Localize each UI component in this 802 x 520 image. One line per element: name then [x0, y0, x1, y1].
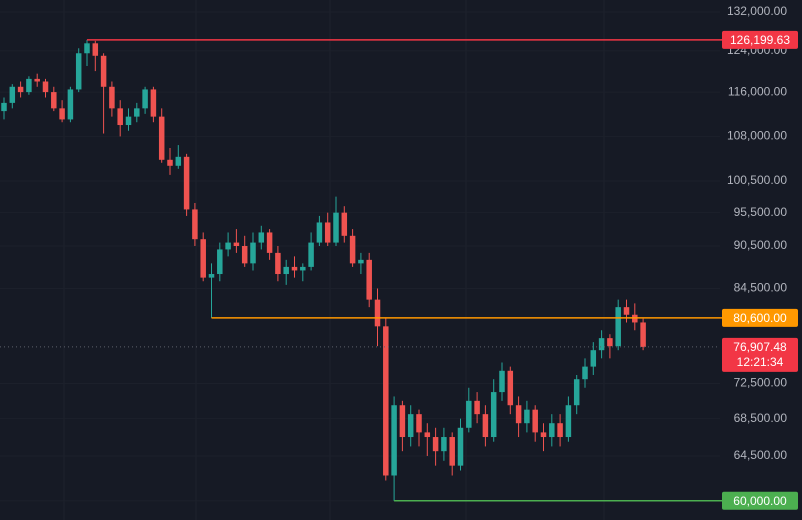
last-price-tag [722, 337, 798, 372]
candle-body [233, 242, 240, 246]
candle-body [142, 89, 148, 109]
candle-body [407, 414, 414, 438]
y-tick-label: 132,000.00 [727, 4, 787, 18]
candle-body [100, 55, 107, 87]
candle-body [192, 209, 198, 240]
candle-body [416, 414, 422, 433]
candle-body [490, 392, 497, 438]
candle-body [291, 266, 298, 271]
candle-body [540, 432, 547, 438]
candle-body [275, 252, 281, 275]
candle-body [158, 116, 165, 160]
candle-body [42, 81, 49, 93]
candle-body [590, 350, 597, 367]
candle-body [84, 43, 90, 54]
y-tick-label: 95,500.00 [734, 205, 788, 219]
y-tick-label: 100,500.00 [727, 173, 787, 187]
candle-body [358, 259, 364, 264]
level-label: 126,199.63 [730, 33, 790, 47]
candle-body [1, 102, 7, 112]
candle-body [9, 86, 16, 103]
candle-body [466, 400, 472, 428]
candle-body [366, 259, 372, 300]
candle-body [349, 235, 356, 264]
y-tick-label: 64,500.00 [734, 448, 788, 462]
candle-body [175, 156, 182, 166]
candle-body [598, 338, 605, 351]
candle-body [17, 86, 24, 93]
candle-body [258, 232, 265, 243]
candle-body [67, 89, 74, 120]
candle-body [283, 266, 289, 275]
candle-body [383, 326, 389, 476]
candle-body [308, 242, 314, 267]
candle-body [524, 409, 530, 424]
candle-body [549, 423, 555, 438]
candle-body [34, 78, 40, 82]
candle-body [391, 405, 397, 476]
candle-body [92, 43, 99, 56]
level-tag [722, 491, 798, 510]
candle-body [632, 314, 638, 323]
y-tick-label: 68,500.00 [734, 411, 788, 425]
candle-body [441, 437, 447, 452]
candle-body [75, 53, 82, 90]
candle-body [150, 89, 157, 117]
candle-body [134, 108, 140, 117]
candle-body [607, 338, 613, 347]
candle-body [109, 86, 115, 109]
candle-body [432, 437, 439, 452]
candle-body [341, 212, 348, 236]
candle-body [167, 159, 173, 166]
candle-body [424, 432, 431, 438]
candle-body [266, 232, 273, 253]
candle-body [399, 405, 406, 438]
candle-body [217, 249, 223, 275]
level-tag [722, 308, 798, 327]
candle-body [59, 108, 65, 120]
y-tick-label: 116,000.00 [728, 84, 787, 98]
candle-body [507, 370, 514, 406]
candle-body [26, 78, 32, 93]
y-tick-label: 84,500.00 [734, 281, 788, 295]
y-tick-label: 90,500.00 [734, 238, 788, 252]
candle-body [125, 116, 132, 126]
candle-body [300, 266, 306, 271]
candle-body [250, 242, 256, 264]
last-price-label: 76,907.48 [733, 340, 787, 354]
candle-body [208, 274, 215, 278]
countdown-label: 12:21:34 [737, 355, 784, 369]
y-tick-label: 108,000.00 [727, 129, 787, 143]
level-label: 80,600.00 [733, 311, 787, 325]
candle-body [582, 366, 588, 380]
candle-body [532, 409, 538, 433]
candle-body [324, 222, 331, 243]
candle-body [333, 212, 339, 243]
candle-body [183, 156, 190, 210]
candle-body [200, 239, 206, 278]
candle-body [573, 379, 580, 406]
candle-body [515, 405, 522, 424]
candle-body [474, 400, 480, 415]
candle-body [499, 370, 505, 393]
candle-body [225, 242, 231, 250]
candle-body [374, 299, 381, 327]
candle-body [241, 245, 248, 264]
level-label: 60,000.00 [733, 494, 787, 508]
candle-body [51, 92, 57, 109]
candle-body [623, 307, 630, 315]
candle-body [117, 108, 123, 126]
candle-body [615, 307, 621, 347]
candle-body [316, 222, 323, 243]
candle-body [482, 414, 489, 438]
candle-body [449, 437, 455, 466]
candle-body [457, 427, 464, 466]
candle-body [640, 322, 646, 347]
candle-body [557, 423, 563, 438]
level-tag [722, 30, 798, 49]
y-tick-label: 72,500.00 [734, 376, 788, 390]
candle-body [565, 405, 572, 438]
